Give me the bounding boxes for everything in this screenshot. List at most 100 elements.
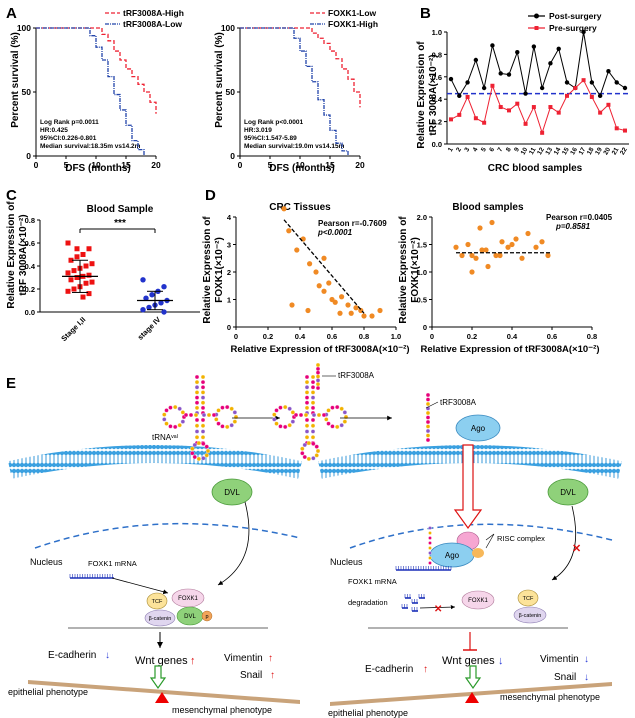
c-stage12-point [80,252,86,257]
trf-top-label: tRF3008A [338,371,375,380]
b-post-point [614,80,619,85]
trna-cleaved-bead [310,429,316,434]
a-right-stats: Log Rank p<0.0001 HR:3.019 95%CI:1.547-5… [244,119,345,150]
d-left-xlabel: Relative Expression of tRF3008A(×10⁻²) [231,344,410,355]
c-stage12-point [71,286,77,292]
b-xlabel: CRC blood samples [488,163,583,174]
trna-cleaved-bead [302,442,307,448]
d-left-ytick-label: 3 [227,241,231,250]
c-ytick-label: 0.2 [25,285,35,294]
trna-bead [194,374,200,380]
d-left-point [369,313,375,319]
trf-strand-bead [425,419,431,425]
b-xtick-label: 8 [505,146,513,153]
b-xtick-label: 14 [553,146,563,156]
b-ytick-label: 0.2 [432,118,442,127]
c-ytick-label: 0.0 [25,308,35,317]
trna-cleaved-bead [304,435,310,440]
block-mark-translation: ✕ [434,604,442,615]
b-ytick-label: 0.4 [432,95,443,104]
trna-cleaved-bead [335,404,340,410]
d-left-ylabel2: FOXK1(×10⁻²) [214,237,225,303]
c-ylabel: Relative Expression of [6,201,17,309]
trna-bead [200,379,206,385]
a-left-stat-median: Median survival:18.35m vs14.2m [40,143,141,150]
b-legend: Post-surgery Pre-surgery [528,11,602,33]
trna-cleaved-bead [314,444,319,449]
a-right-ytick-label: 50 [226,87,236,97]
vim-right-down: ↓ [584,654,589,665]
trna-cleaved-bead [304,400,310,405]
panel-letter-d: D [205,187,216,204]
trna-bead [162,412,167,417]
trf-strand-bead [425,401,431,407]
vim-left-label: Vimentin [224,653,263,664]
trna-cleaved-bead [310,423,316,428]
panel-letter-c: C [6,187,17,204]
d-right-point [497,252,503,259]
trf-top-bead [315,370,321,375]
b-pre-point [482,120,487,125]
d-left-title: CRC Tissues [269,202,331,213]
trna-cleaved-bead [311,441,316,446]
a-right-xtick-label: 5 [268,160,273,170]
trna-bead [211,412,217,418]
trna-bead [194,400,200,405]
trna-bead [194,429,200,434]
trna-cleaved [272,374,349,462]
b-pre-point [531,105,536,110]
b-xtick-label: 2 [455,146,463,153]
b-xtick-label: 1 [447,146,455,153]
green-arrow-right [464,665,482,690]
c-stage4-point [146,304,152,311]
foxk1-label: FOXK1 [178,596,198,602]
trna-bead [177,423,182,428]
b-pre-point [457,112,462,117]
a-right-xlabel: DFS (months) [269,163,335,174]
trf-top-bead [315,362,321,368]
b-xtick-label: 15 [561,146,571,156]
trna-bead [216,408,221,413]
b-legend-post: Post-surgery [549,11,602,21]
ecad-left-down: ↓ [105,650,110,661]
wnt-left-label: Wnt genes [135,655,188,667]
d-right-point [479,247,485,253]
b-pre-point [540,130,545,135]
b-series-line-post [450,31,626,98]
b-ylabel2: tRF 3008A(×10⁻²) [428,54,439,135]
trna-bead [162,417,167,422]
trna-cleaved-bead [272,412,277,417]
d-right-p: p=0.8581 [555,222,591,231]
c-ytick-label: 0.8 [25,216,35,225]
trna-bead [190,446,195,451]
trna-bead [204,444,209,449]
b-pre-point [473,116,478,121]
b-post-point [515,49,520,55]
b-post-point [556,46,561,51]
trna-bead [194,385,200,390]
trna-cleaved-bead [342,419,348,424]
trna-cleaved-bead [274,408,279,413]
tcf-label: TCF [152,599,163,605]
b-post-point [465,80,470,85]
d-right-ylabel2: FOXK1(×10⁻²) [410,237,421,303]
trna-cleaved-bead [314,453,319,458]
trna-cleaved-bead [310,390,316,395]
trna-cleaved-bead [304,390,310,395]
c-stage12-point [74,254,80,260]
trna-bead [180,419,186,424]
trna-bead [173,404,178,410]
d-left-point [326,280,332,286]
trna-cleaved-bead [303,412,309,418]
trna-cleaved-bead [293,412,299,418]
c-stage4-point [149,292,155,298]
b-post-point [490,43,495,48]
b-pre-point [507,108,511,113]
trna-bead [205,448,211,454]
trf-risc-bead [428,546,432,550]
seesaw-fulcrum-left [155,692,169,703]
b-xtick-label: 18 [586,146,596,156]
a-right-xtick-label: 15 [325,160,335,170]
b-post-point [564,80,570,85]
b-xtick-label: 13 [544,146,554,156]
